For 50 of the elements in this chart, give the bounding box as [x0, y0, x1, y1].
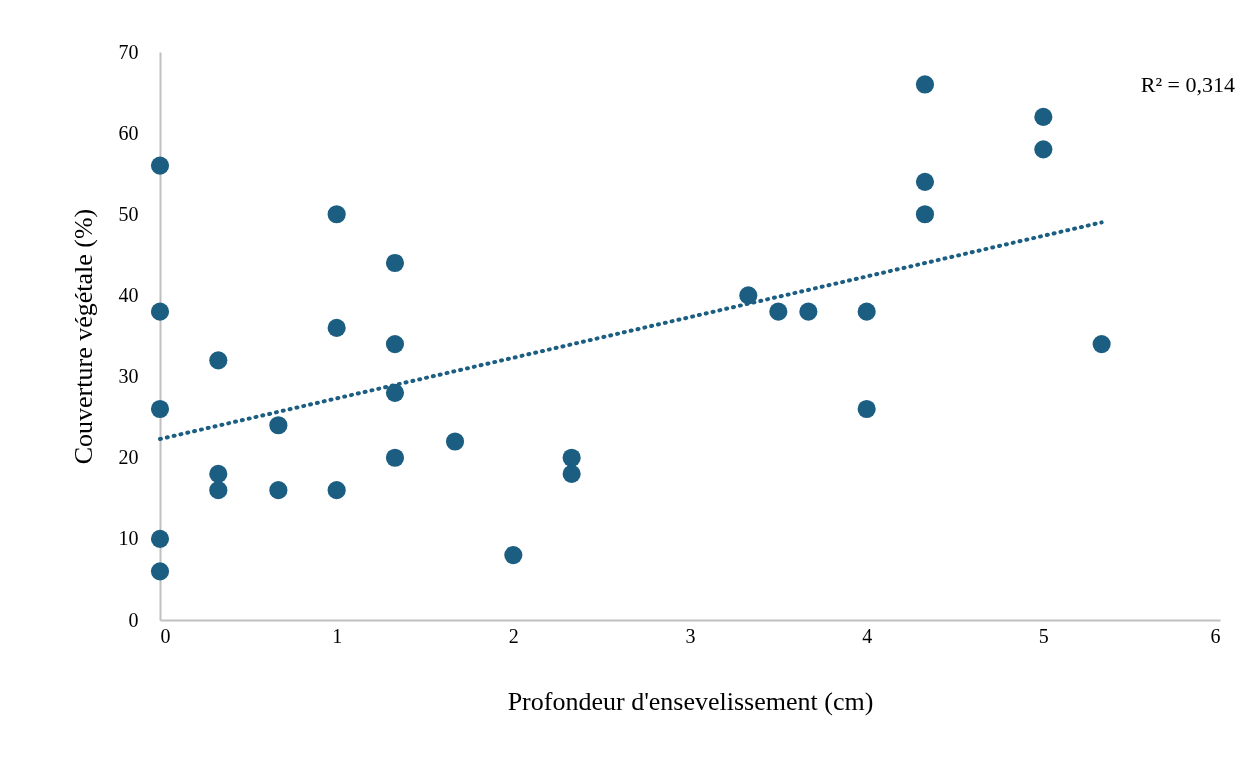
point	[209, 464, 228, 484]
x-tick-label: 3	[685, 624, 696, 647]
point	[327, 205, 346, 224]
x-axis-title: Profondeur d'ensevelissement (cm)	[507, 686, 874, 716]
point	[857, 399, 876, 419]
point	[562, 464, 581, 484]
point	[739, 286, 758, 305]
point	[150, 302, 170, 321]
annotation: R² = 0,314	[1140, 72, 1235, 97]
point	[269, 481, 288, 500]
point	[327, 318, 346, 337]
point	[150, 529, 170, 548]
x-tick-label: 0	[160, 624, 171, 647]
point	[385, 335, 405, 354]
point	[209, 481, 228, 500]
point	[327, 481, 346, 500]
x-tick-label: 1	[332, 624, 343, 647]
point	[150, 399, 170, 419]
point	[504, 546, 523, 565]
y-tick-label: 40	[118, 283, 139, 306]
y-tick-label: 70	[118, 40, 139, 63]
point	[269, 416, 288, 435]
point	[915, 172, 935, 191]
point	[562, 448, 581, 467]
y-tick-label: 0	[128, 608, 139, 631]
y-tick-label: 30	[118, 365, 139, 388]
point	[385, 383, 405, 402]
y-tick-label: 10	[118, 527, 139, 550]
x-tick-label: 2	[508, 624, 519, 647]
x-tick-label: 5	[1038, 624, 1049, 647]
point	[1092, 335, 1111, 354]
x-tick-label: 4	[862, 624, 873, 647]
point	[857, 302, 876, 321]
point	[150, 562, 170, 581]
point	[445, 432, 465, 451]
point	[915, 75, 935, 94]
point	[209, 351, 228, 370]
point	[799, 302, 818, 321]
y-tick-label: 20	[118, 446, 139, 469]
point	[150, 156, 170, 175]
y-axis-title: Couverture végétale (%)	[68, 208, 98, 465]
x-tick-label: 6	[1210, 624, 1221, 647]
point	[385, 253, 405, 273]
y-tick-label: 50	[118, 202, 139, 225]
point	[385, 448, 405, 467]
y-tick-label: 60	[118, 121, 139, 144]
point	[769, 302, 788, 321]
point	[915, 205, 935, 224]
point	[1034, 107, 1053, 126]
point	[1034, 140, 1053, 159]
